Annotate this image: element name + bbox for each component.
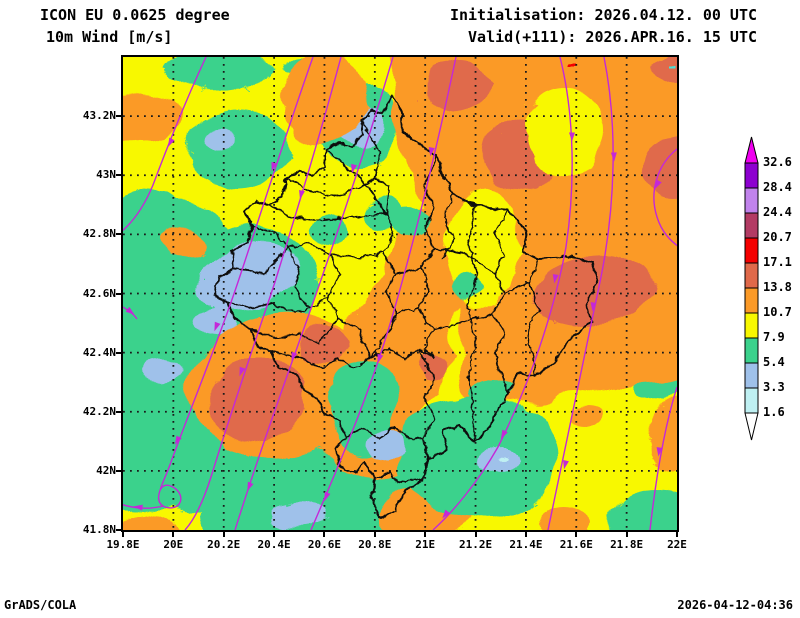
colorbar-level-label: 17.1 (763, 255, 792, 269)
y-axis-tick (116, 292, 121, 295)
colorbar-level-label: 1.6 (763, 405, 785, 419)
x-axis-tick-label: 21.2E (458, 538, 493, 551)
y-axis-tick-label: 42.6N (82, 286, 116, 300)
y-axis-tick-label: 42.4N (82, 345, 116, 359)
y-axis-tick (116, 115, 121, 118)
y-axis-tick (116, 469, 121, 472)
x-axis-tick (273, 532, 276, 537)
colorbar-level-label: 5.4 (763, 355, 785, 369)
x-axis-tick (323, 532, 326, 537)
x-axis-tick-label: 20E (163, 538, 184, 551)
x-axis-tick (524, 532, 527, 537)
colorbar-level-label: 10.7 (763, 305, 792, 319)
x-axis-tick (122, 532, 124, 537)
wind-speed-fill-contours (123, 57, 677, 530)
x-axis-tick (373, 532, 376, 537)
x-axis-tick-label: 21E (415, 538, 436, 551)
y-axis-tick-label: 42N (96, 463, 116, 477)
wind-streamlines (123, 57, 677, 530)
y-axis-tick (116, 351, 121, 354)
x-axis-tick-label: 19.8E (106, 538, 140, 551)
x-axis-tick-label: 20.6E (307, 538, 342, 551)
x-axis-tick (575, 532, 578, 537)
y-axis-tick-label: 43.2N (82, 109, 116, 123)
x-axis-tick (474, 532, 477, 537)
y-axis-tick (116, 174, 121, 177)
x-axis-tick (625, 532, 628, 537)
colorbar-level-label: 24.4 (763, 205, 792, 219)
valid-time-label: Valid(+111): 2026.APR.16. 15 UTC (468, 28, 757, 46)
x-axis-tick-label: 21.4E (509, 538, 543, 551)
x-axis-tick-label: 22E (667, 538, 687, 551)
colorbar-level-label: 3.3 (763, 380, 785, 394)
y-axis-tick-label: 41.8N (82, 523, 116, 536)
generation-timestamp: 2026-04-12-04:36 (677, 598, 793, 612)
streamline-arrowheads (125, 132, 663, 519)
x-axis-tick-label: 20.2E (207, 538, 241, 551)
x-axis-tick (424, 532, 427, 537)
grads-credit: GrADS/COLA (4, 598, 77, 612)
x-axis-tick-label: 21.8E (610, 538, 644, 551)
model-title: ICON EU 0.0625 degree (40, 6, 230, 24)
init-time-label: Initialisation: 2026.04.12. 00 UTC (449, 6, 757, 24)
field-title: 10m Wind [m/s] (46, 28, 173, 46)
y-axis-tick-label: 42.2N (82, 404, 116, 418)
y-axis-tick-label: 42.8N (82, 227, 116, 241)
colorbar-level-label: 32.6 (763, 155, 792, 169)
colorbar-level-label: 28.4 (763, 180, 792, 194)
wind-speed-colorbar (744, 136, 759, 441)
x-axis-tick-label: 21.6E (559, 538, 593, 551)
x-axis-tick (676, 532, 678, 537)
y-axis-tick (116, 529, 121, 531)
lat-lon-dotted-grid (123, 57, 677, 530)
x-axis-tick (222, 532, 225, 537)
map-plot-frame (121, 55, 679, 532)
wind-speed-map (123, 57, 677, 530)
y-axis-tick-label: 43N (96, 168, 116, 182)
colorbar-level-label: 7.9 (763, 330, 785, 344)
x-axis-tick (172, 532, 175, 537)
y-axis-tick (116, 410, 121, 413)
y-axis-tick (116, 233, 121, 236)
x-axis-tick-label: 20.4E (257, 538, 291, 551)
colorbar-level-label: 20.7 (763, 230, 792, 244)
colorbar-level-label: 13.8 (763, 280, 792, 294)
x-axis-tick-label: 20.8E (358, 538, 392, 551)
